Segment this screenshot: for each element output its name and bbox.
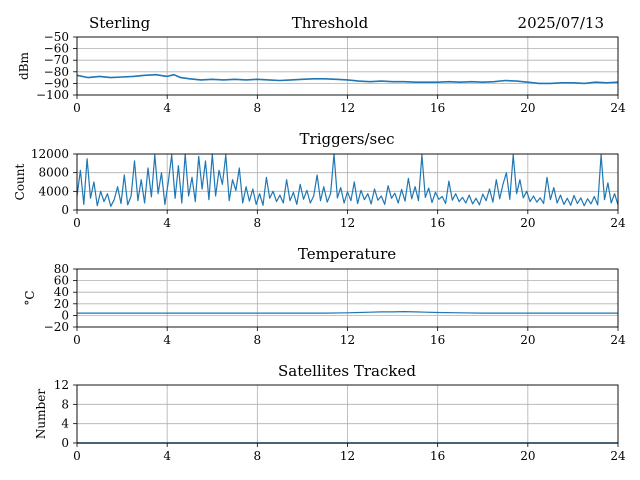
satellites-xtick-label-5: 20 [520,449,535,463]
threshold-xtick-label-2: 8 [254,101,262,115]
threshold-ytick-label-2: −80 [44,65,69,79]
temperature-ytick-label-0: −20 [44,320,69,334]
triggers-series-line [76,153,619,207]
satellites-xtick-label-1: 4 [163,449,171,463]
temperature-xtick-label-3: 12 [340,333,355,347]
threshold-series-line [76,73,619,85]
panel-title-temperature: Temperature [298,245,396,263]
threshold-ytick-label-4: −60 [44,42,69,56]
threshold-xtick-label-3: 12 [340,101,355,115]
threshold-xtick-label-5: 20 [520,101,535,115]
triggers-xtick-label-3: 12 [340,216,355,230]
triggers-xtick-label-0: 0 [73,216,81,230]
temperature-xtick-label-4: 16 [430,333,445,347]
satellites-ytick-label-3: 12 [54,378,69,392]
station-label: Sterling [89,14,151,32]
temperature-xtick-label-2: 8 [254,333,262,347]
satellites-xtick-label-4: 16 [430,449,445,463]
triggers-xtick-label-4: 16 [430,216,445,230]
temperature-xtick-label-1: 4 [163,333,171,347]
satellites-xtick-label-2: 8 [254,449,262,463]
satellites-xtick-label-3: 12 [340,449,355,463]
panel-title-satellites: Satellites Tracked [278,362,416,380]
panel-title-threshold: Threshold [292,14,369,32]
ylabel-threshold: dBm [17,51,31,80]
ylabel-satellites: Number [34,389,48,439]
threshold-xtick-label-1: 4 [163,101,171,115]
temperature-ytick-label-4: 60 [54,274,69,288]
panel-satellites: Satellites Tracked Number 0 4 8 12 16 20 24 0 4 8… [34,362,626,463]
triggers-xtick-label-6: 24 [610,216,626,230]
satellites-xtick-label-0: 0 [73,449,81,463]
temperature-xtick-label-0: 0 [73,333,81,347]
ylabel-triggers: Count [13,163,27,200]
triggers-xtick-label-5: 20 [520,216,535,230]
temperature-ytick-label-1: 0 [61,308,69,322]
triggers-xtick-label-1: 4 [163,216,171,230]
temperature-xtick-label-5: 20 [520,333,535,347]
panel-threshold: Threshold dBm 0 4 8 12 16 20 24 −100−90−80−70−6… [17,14,626,115]
threshold-ytick-label-0: −100 [36,88,69,102]
triggers-xtick-label-2: 8 [254,216,262,230]
ylabel-temperature: °C [23,290,37,305]
triggers-ytick-label-1: 4000 [38,184,69,198]
triggers-ytick-label-3: 12000 [31,147,69,161]
panel-title-triggers: Triggers/sec [300,130,395,148]
threshold-ytick-label-1: −90 [44,76,69,90]
threshold-xtick-label-4: 16 [430,101,445,115]
satellites-ytick-label-1: 4 [61,417,69,431]
temperature-ytick-label-3: 40 [54,285,69,299]
satellites-ytick-label-2: 8 [61,397,69,411]
triggers-ytick-label-0: 0 [61,203,69,217]
threshold-ytick-label-5: −50 [44,30,69,44]
temperature-series-line [77,311,618,314]
panel-triggers: Triggers/sec Count 0 4 8 12 16 20 24 0 4000 8000 1… [13,130,626,230]
satellites-xtick-label-6: 24 [610,449,626,463]
threshold-ytick-label-3: −70 [44,53,69,67]
threshold-xtick-label-6: 24 [610,101,626,115]
temperature-ytick-label-2: 20 [54,297,69,311]
threshold-xtick-label-0: 0 [73,101,81,115]
temperature-ytick-label-5: 80 [54,262,69,276]
satellites-ytick-label-0: 0 [61,436,69,450]
temperature-xtick-label-6: 24 [610,333,626,347]
triggers-ytick-label-2: 8000 [38,166,69,180]
date-label: 2025/07/13 [518,14,604,32]
